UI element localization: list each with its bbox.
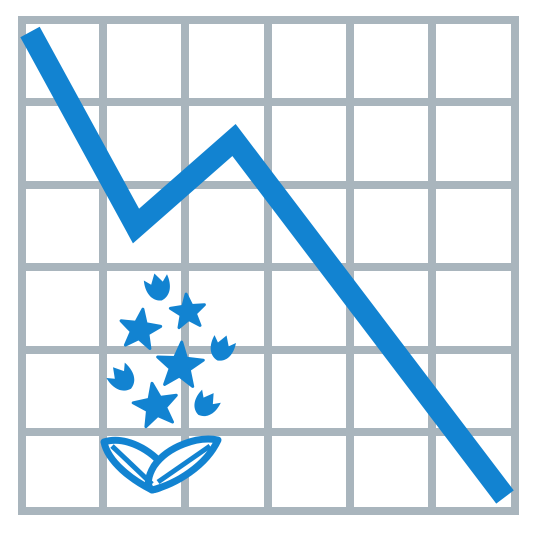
blossom-star-icon bbox=[168, 292, 206, 330]
downward-trend-line-icon bbox=[20, 26, 514, 504]
grid-lattice bbox=[18, 16, 519, 515]
blossom-bud-icon bbox=[194, 389, 221, 417]
blossom-star-icon bbox=[119, 307, 163, 350]
blossom-bud-icon bbox=[106, 362, 135, 391]
blossom-star-icon bbox=[131, 381, 178, 429]
leaves bbox=[100, 435, 222, 494]
blossom-bud-icon bbox=[143, 273, 170, 301]
leaf-vein bbox=[110, 444, 154, 486]
blossom-bud-icon bbox=[210, 335, 236, 361]
bluebonnet-flower-icon bbox=[100, 273, 236, 494]
blossom-cluster bbox=[106, 273, 236, 429]
leaf-vein bbox=[156, 443, 212, 485]
blossom-star-icon bbox=[156, 340, 205, 388]
